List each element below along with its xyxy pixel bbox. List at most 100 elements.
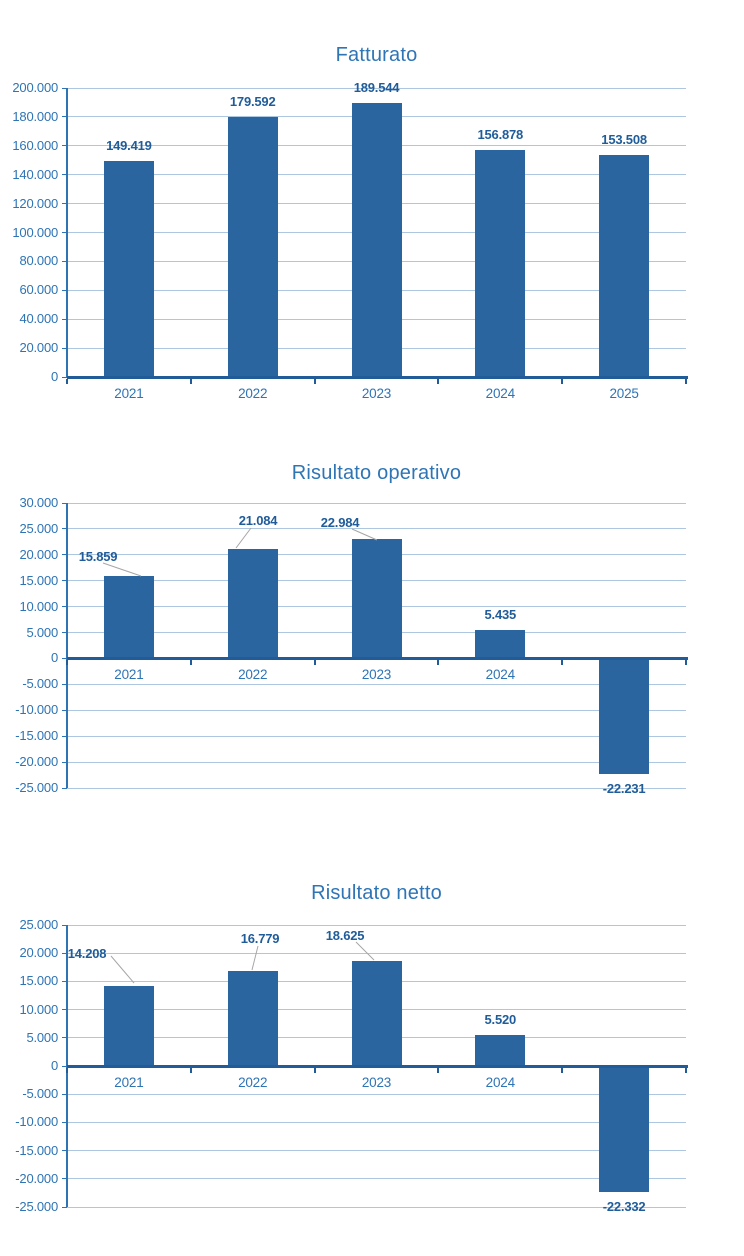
data-label-2022: 21.084 — [238, 513, 278, 528]
gridline — [67, 87, 686, 89]
y-axis-label: 120.000 — [12, 195, 58, 211]
x-axis-tick — [66, 660, 68, 666]
y-axis-tick — [62, 203, 67, 205]
y-axis-tick — [62, 1093, 67, 1095]
chart-title-risultato-operativo: Risultato operativo — [291, 462, 462, 484]
leader-line — [102, 562, 142, 577]
y-axis-label: -5.000 — [22, 676, 58, 692]
x-axis-tick — [437, 660, 440, 666]
x-axis-tick — [685, 379, 687, 384]
x-tick-label-2023: 2023 — [361, 386, 392, 401]
y-axis-tick — [62, 657, 67, 659]
x-tick-label-2024: 2024 — [485, 1075, 515, 1090]
leader-line — [235, 527, 252, 549]
y-axis-label: 10.000 — [19, 1001, 58, 1017]
y-axis-tick — [62, 145, 67, 147]
bar-2023 — [351, 103, 402, 377]
y-axis-label: -5.000 — [22, 1086, 58, 1102]
x-axis-tick — [189, 660, 192, 666]
y-axis-tick — [62, 1121, 67, 1123]
x-axis-tick — [189, 1068, 192, 1073]
x-axis-tick — [561, 379, 564, 384]
bar-2022 — [227, 117, 278, 377]
y-axis-label: 180.000 — [12, 108, 58, 124]
bar-2021 — [103, 985, 154, 1066]
y-axis-line — [66, 88, 68, 377]
y-axis-label: -25.000 — [15, 780, 58, 795]
gridline — [67, 924, 686, 926]
data-label-2025: 153.508 — [601, 132, 647, 148]
gridline — [67, 683, 686, 685]
bar-2021 — [103, 161, 154, 377]
y-axis-label: 200.000 — [12, 80, 58, 95]
y-axis-tick — [62, 318, 67, 320]
y-axis-tick — [62, 232, 67, 233]
x-axis-tick — [66, 379, 68, 384]
leader-line — [355, 941, 375, 961]
y-axis-label: -25.000 — [15, 1199, 58, 1214]
gridline — [67, 1206, 686, 1208]
y-axis-label: 20.000 — [19, 340, 58, 356]
gridline — [67, 1178, 686, 1180]
x-tick-label-2023: 2023 — [361, 1075, 392, 1090]
bar-2025 — [599, 1066, 650, 1192]
y-axis-label: 40.000 — [19, 311, 58, 327]
bar-2024 — [475, 630, 526, 659]
y-axis-tick — [62, 1065, 67, 1067]
y-axis-tick — [62, 174, 67, 176]
gridline — [67, 952, 686, 954]
bar-2025 — [599, 658, 650, 774]
x-axis-tick — [313, 660, 316, 666]
y-axis-tick — [62, 554, 67, 556]
data-label-2025: -22.332 — [602, 1198, 646, 1214]
y-axis-tick — [62, 1037, 67, 1039]
y-axis-label: 160.000 — [12, 137, 58, 153]
y-axis-label: -20.000 — [15, 754, 58, 770]
data-label-2022: 179.592 — [229, 94, 276, 110]
y-axis-tick — [62, 924, 67, 926]
y-axis-label: 80.000 — [19, 253, 58, 269]
x-axis-line — [67, 376, 688, 379]
x-tick-label-2022: 2022 — [238, 667, 268, 683]
y-axis-tick — [62, 87, 67, 89]
y-axis-label: 15.000 — [19, 973, 58, 989]
x-tick-label-2024: 2024 — [485, 667, 515, 683]
gridline — [67, 1150, 686, 1152]
x-tick-label-2023: 2023 — [361, 667, 392, 683]
y-axis-label: 20.000 — [19, 546, 58, 562]
x-axis-tick — [437, 379, 440, 384]
y-axis-tick — [62, 1009, 67, 1011]
y-axis-label: 60.000 — [19, 282, 58, 298]
data-label-2021: 14.208 — [67, 946, 107, 961]
y-axis-tick — [62, 347, 67, 349]
x-tick-label-2021: 2021 — [114, 667, 144, 683]
y-axis-tick — [62, 632, 67, 634]
y-axis-label: 0 — [50, 650, 58, 666]
y-axis-label: 20.000 — [19, 945, 58, 961]
y-axis-label: 25.000 — [19, 520, 58, 536]
leader-line — [351, 528, 378, 541]
data-label-2022: 16.779 — [240, 931, 280, 946]
y-axis-tick — [62, 606, 67, 608]
data-label-2024: 156.878 — [477, 127, 524, 143]
y-axis-label: 10.000 — [19, 598, 58, 614]
y-axis-label: 15.000 — [19, 572, 58, 588]
y-axis-tick — [62, 735, 67, 737]
data-label-2024: 5.520 — [484, 1011, 517, 1027]
chart-title-risultato-netto: Risultato netto — [311, 882, 442, 904]
x-axis-tick — [561, 660, 564, 666]
data-label-2023: 18.625 — [325, 928, 365, 943]
y-axis-tick — [62, 761, 67, 763]
x-tick-label-2022: 2022 — [238, 386, 268, 401]
x-axis-tick — [189, 379, 192, 384]
x-axis-tick — [313, 379, 316, 384]
gridline — [67, 502, 686, 504]
x-tick-label-2025: 2025 — [609, 386, 639, 401]
y-axis-label: 0 — [50, 369, 58, 384]
y-axis-label: 5.000 — [26, 1029, 58, 1045]
gridline — [67, 528, 686, 530]
